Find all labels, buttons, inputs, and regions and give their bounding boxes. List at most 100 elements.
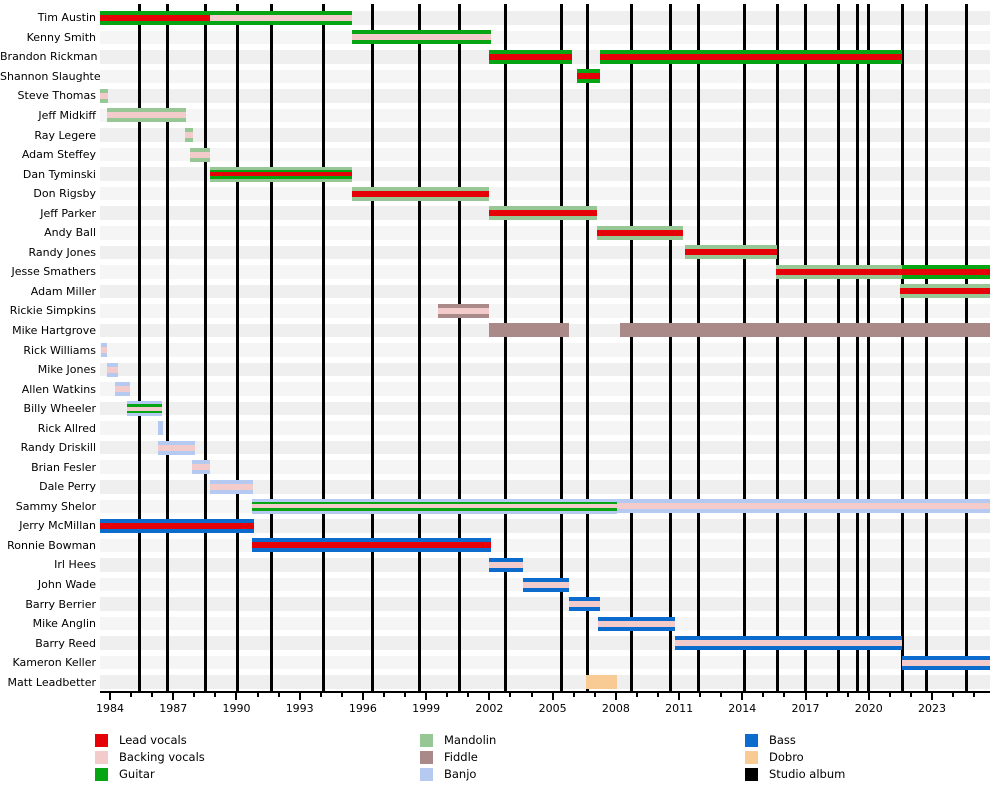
legend-label-dobro: Dobro bbox=[769, 750, 804, 764]
member-label: Jesse Smathers bbox=[11, 265, 96, 279]
mandolin-layer bbox=[352, 186, 490, 191]
banjo-layer bbox=[616, 499, 990, 504]
backing-vocals-layer bbox=[126, 406, 162, 411]
legend-item-backing-vocals: Backing vocals bbox=[95, 750, 205, 764]
member-label: Jerry McMillan bbox=[19, 519, 96, 533]
studio-album-line bbox=[458, 4, 462, 692]
timeline-bar bbox=[586, 675, 617, 690]
lead-vocals-layer bbox=[902, 268, 990, 275]
timeline-bar bbox=[776, 264, 903, 279]
member-label: Shannon Slaughter bbox=[0, 69, 106, 83]
member-label: Dan Tyminski bbox=[22, 167, 96, 181]
member-label: Steve Thomas bbox=[17, 89, 96, 103]
lead-vocals-layer bbox=[600, 53, 903, 60]
mandolin-layer bbox=[900, 294, 990, 299]
mandolin-layer bbox=[106, 118, 186, 123]
banjo-layer bbox=[100, 343, 107, 347]
axis-minor-tick bbox=[467, 693, 470, 697]
timeline-bar bbox=[576, 69, 601, 84]
guitar-layer bbox=[902, 264, 990, 269]
banjo-layer bbox=[252, 510, 617, 514]
axis-minor-tick bbox=[572, 693, 575, 697]
axis-year-label: 2011 bbox=[665, 702, 694, 715]
bass-layer bbox=[597, 616, 675, 621]
banjo-layer bbox=[126, 413, 162, 417]
member-label: Allen Watkins bbox=[21, 382, 96, 396]
member-label: Tim Austin bbox=[37, 11, 96, 25]
legend-item-dobro: Dobro bbox=[745, 750, 804, 764]
fiddle-layer bbox=[489, 323, 570, 338]
bass-layer bbox=[569, 607, 601, 612]
lead-vocals-layer bbox=[900, 288, 990, 295]
studio-album-line bbox=[204, 4, 208, 692]
axis-year-label: 2002 bbox=[475, 702, 504, 715]
studio-album-line bbox=[804, 4, 808, 692]
timeline-bar bbox=[190, 147, 211, 162]
studio-album-line bbox=[370, 4, 374, 692]
banjo-layer bbox=[126, 401, 162, 405]
banjo-layer bbox=[106, 362, 119, 367]
legend-swatch-fiddle bbox=[420, 750, 433, 764]
legend-label-studio-album: Studio album bbox=[769, 767, 846, 781]
banjo-layer bbox=[100, 353, 107, 357]
lead-vocals-layer bbox=[685, 249, 778, 256]
axis-major-tick bbox=[614, 693, 617, 700]
timeline-bar bbox=[900, 284, 990, 299]
legend-swatch-backing-vocals bbox=[95, 750, 108, 764]
mandolin-layer bbox=[685, 255, 778, 260]
mandolin-layer bbox=[900, 284, 990, 289]
studio-album-line bbox=[965, 4, 969, 692]
axis-year-label: 1996 bbox=[348, 702, 377, 715]
axis-minor-tick bbox=[593, 693, 596, 697]
member-label: Adam Steffey bbox=[21, 148, 96, 162]
member-label: Don Rigsby bbox=[33, 187, 96, 201]
legend-item-mandolin: Mandolin bbox=[420, 733, 496, 747]
axis-minor-tick bbox=[130, 693, 133, 697]
axis-minor-tick bbox=[446, 693, 449, 697]
legend-label-bass: Bass bbox=[769, 733, 796, 747]
mandolin-layer bbox=[685, 245, 778, 250]
timeline-bar bbox=[252, 498, 617, 514]
timeline-bar bbox=[106, 108, 186, 123]
legend-swatch-banjo bbox=[420, 767, 433, 781]
timeline-bar bbox=[100, 343, 107, 357]
axis-year-label: 2005 bbox=[538, 702, 567, 715]
axis-major-tick bbox=[235, 693, 238, 700]
timeline-bar bbox=[597, 616, 675, 631]
backing-vocals-layer bbox=[106, 112, 186, 119]
member-label: Brandon Rickman bbox=[0, 50, 98, 64]
lead-vocals-layer bbox=[100, 14, 211, 21]
axis-minor-tick bbox=[151, 693, 154, 697]
lead-vocals-layer bbox=[489, 53, 572, 60]
bass-layer bbox=[597, 626, 675, 631]
member-label: Brian Fesler bbox=[31, 460, 96, 474]
lead-vocals-layer bbox=[252, 542, 492, 549]
timeline-bar bbox=[352, 186, 490, 201]
member-label: Billy Wheeler bbox=[23, 402, 96, 416]
timeline-bar bbox=[489, 206, 597, 221]
axis-minor-tick bbox=[909, 693, 912, 697]
axis-minor-tick bbox=[509, 693, 512, 697]
legend-item-studio-album: Studio album bbox=[745, 767, 845, 781]
banjo-layer bbox=[192, 460, 211, 465]
backing-vocals-layer bbox=[569, 601, 601, 608]
axis-major-tick bbox=[425, 693, 428, 700]
axis-minor-tick bbox=[952, 693, 955, 697]
guitar-layer bbox=[210, 10, 353, 15]
timeline-bar bbox=[158, 421, 163, 436]
backing-vocals-layer bbox=[210, 483, 254, 490]
banjo-layer bbox=[115, 392, 131, 397]
member-label: Randy Jones bbox=[28, 245, 96, 259]
banjo-layer bbox=[106, 372, 119, 377]
axis-major-tick bbox=[931, 693, 933, 700]
studio-album-line bbox=[630, 4, 634, 692]
axis-major-tick bbox=[109, 693, 111, 700]
backing-vocals-layer bbox=[674, 640, 903, 647]
banjo-layer bbox=[115, 382, 131, 387]
guitar-layer bbox=[100, 10, 211, 15]
timeline-bar bbox=[192, 460, 211, 475]
bass-layer bbox=[902, 655, 990, 660]
axis-major-tick bbox=[867, 693, 870, 700]
axis-minor-tick bbox=[214, 693, 217, 697]
guitar-layer bbox=[352, 30, 492, 35]
